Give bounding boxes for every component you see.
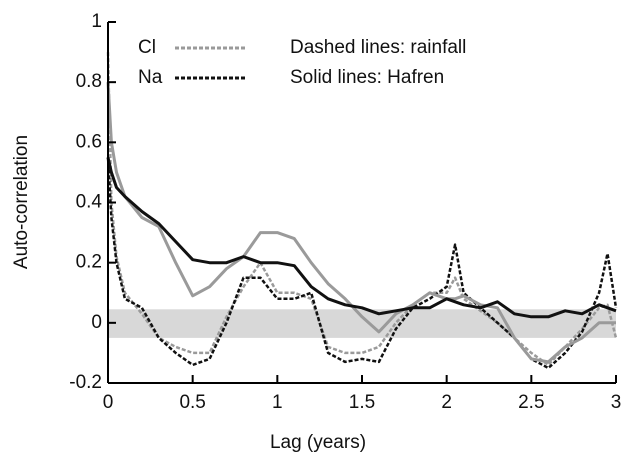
y-tick-label: 1 xyxy=(91,11,102,32)
x-tick-label: 0.5 xyxy=(179,392,205,413)
legend-label: Na xyxy=(138,67,163,88)
x-axis-label: Lag (years) xyxy=(270,432,366,453)
x-tick-label: 0 xyxy=(103,392,114,413)
annotation: Solid lines: Hafren xyxy=(290,67,444,88)
x-tick-label: 2 xyxy=(441,392,452,413)
y-tick-label: 0.8 xyxy=(76,71,102,92)
series-line xyxy=(106,82,616,364)
y-tick-label: 0.4 xyxy=(76,192,103,213)
series-line xyxy=(106,157,618,370)
x-tick-label: 2.5 xyxy=(518,392,544,413)
x-tick-label: 3 xyxy=(611,392,622,413)
x-tick-label: 1.5 xyxy=(349,392,375,413)
band xyxy=(108,309,616,338)
series-line xyxy=(106,157,617,319)
y-tick-label: 0 xyxy=(91,312,102,333)
annotation: Dashed lines: rainfall xyxy=(290,37,466,58)
legend-label: Cl xyxy=(138,37,156,58)
y-tick-label: -0.2 xyxy=(69,372,102,393)
series-line xyxy=(106,52,618,367)
x-tick-label: 1 xyxy=(272,392,283,413)
y-axis-label: Auto-correlation xyxy=(11,135,32,269)
y-tick-label: 0.2 xyxy=(76,252,102,273)
y-tick-label: 0.6 xyxy=(76,131,102,152)
